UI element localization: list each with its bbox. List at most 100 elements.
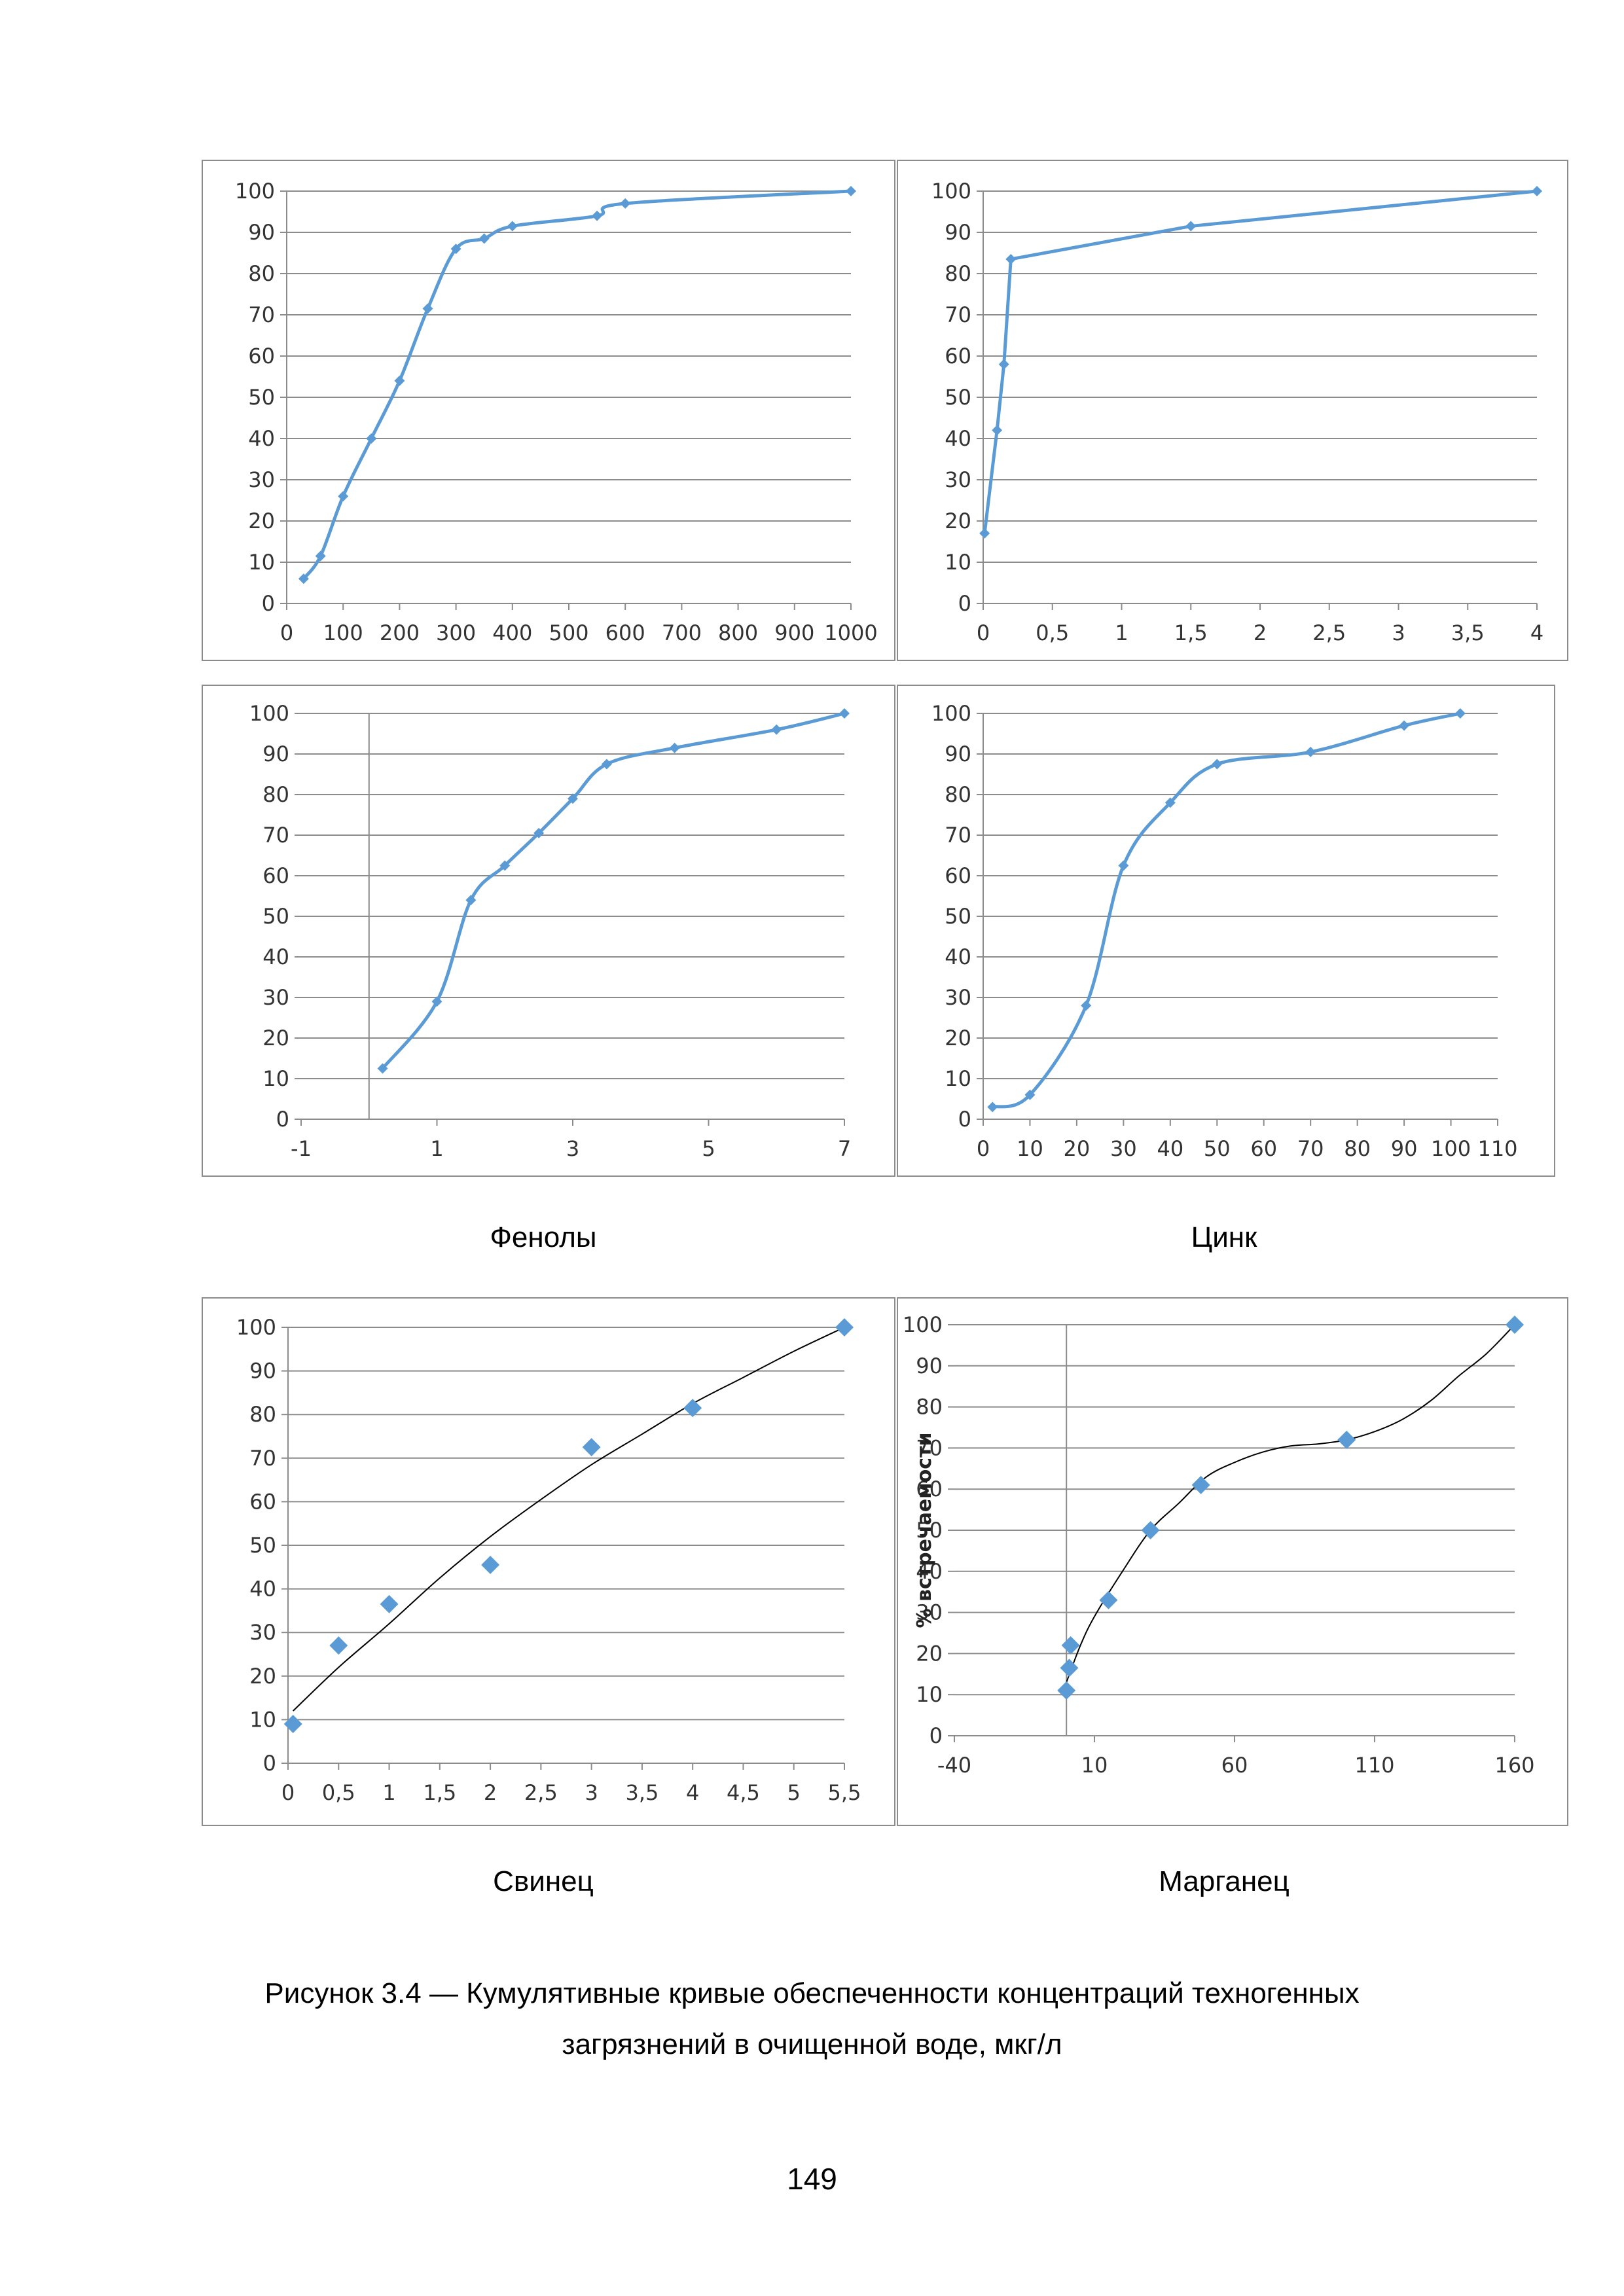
data-point [568,793,578,804]
y-tick-label: 0 [262,591,275,616]
y-tick-label: 40 [945,944,971,969]
x-tick-label: 3,5 [625,1780,659,1805]
chart-top-left: 0 10 20 30 40 50 60 70 80 90 100 0 100 200 300 400 500 60… [202,160,895,661]
x-tick-label: 30 [1110,1136,1137,1161]
y-tick-label: 30 [248,467,275,492]
y-tick-label: 20 [262,1026,289,1050]
data-point [431,996,442,1007]
figure-caption-line1: Рисунок 3.4 — Кумулятивные кривые обеспе… [264,1977,1360,2009]
data-point [338,491,349,502]
y-tick-label: 20 [945,1026,971,1050]
data-point [1454,708,1466,719]
x-tick-label: 3 [1392,620,1405,645]
data-point [846,186,856,196]
x-tick-label: 1000 [824,620,877,645]
y-tick-label: 20 [249,1664,276,1689]
data-point [1024,1089,1036,1100]
data-point [1191,1475,1210,1494]
y-tick-label: 60 [916,1477,943,1501]
data-point [1099,1590,1118,1609]
y-tick-label: 10 [945,550,971,575]
chart-fenoly-plot: 0 10 20 30 40 50 60 70 80 90 100 -1 1 3 5 7 [249,701,851,1161]
y-tick-label: 40 [248,426,275,451]
y-tick-label: 100 [235,179,275,204]
y-tick-label: 80 [945,261,971,286]
y-tick-label: 50 [945,904,971,929]
x-tick-label: 20 [1064,1136,1091,1161]
data-point [1061,1636,1080,1655]
y-tick-label: 40 [262,944,289,969]
y-tick-label: 0 [276,1107,289,1132]
x-tick-label: 3,5 [1451,620,1485,645]
y-tick-label: 100 [931,179,971,204]
x-tick-label: 7 [838,1136,851,1161]
y-tick-label: 10 [249,1707,276,1732]
trendline [1066,1324,1515,1683]
x-tick-label: 1 [430,1136,443,1161]
y-tick-label: 60 [248,344,275,368]
x-tick-label: 160 [1494,1753,1534,1778]
x-tick-label: 60 [1250,1136,1277,1161]
x-tick-label: 400 [492,620,532,645]
data-point [1060,1659,1079,1677]
y-tick-label: 30 [262,985,289,1010]
x-tick-label: 900 [774,620,814,645]
chart-svinets-plot: 0 10 20 30 40 50 60 70 80 90 100 0 0,5 1 1,5 2 2,5 3 3,5 4 4… [236,1315,861,1805]
page-number: 149 [787,2162,837,2196]
y-tick-label: 0 [929,1723,943,1748]
data-point [1141,1521,1160,1539]
data-point [298,573,309,584]
x-tick-label: 2 [484,1780,497,1805]
chart-top-right-plot: 0 10 20 30 40 50 60 70 80 90 100 0 0,5 1 1,5 2 2,5 3 3,5 4 [931,179,1543,645]
y-tick-label: 20 [248,509,275,533]
chart-fenoly: 0 10 20 30 40 50 60 70 80 90 100 -1 1 3 5 7 [202,685,895,1177]
y-tick-label: 90 [262,742,289,766]
y-tick-label: 60 [945,863,971,888]
y-tick-label: 50 [248,385,275,410]
x-tick-label: 0 [281,1780,295,1805]
x-tick-label: 1,5 [1174,620,1208,645]
y-tick-label: 70 [916,1435,943,1460]
x-tick-label: 800 [718,620,758,645]
data-point [1081,1000,1092,1011]
y-tick-label: 20 [945,509,971,533]
data-point [669,742,680,753]
x-tick-label: 5 [702,1136,715,1161]
x-tick-label: 90 [1391,1136,1418,1161]
data-point [582,1438,601,1457]
y-tick-label: 70 [248,302,275,327]
x-tick-label: -40 [937,1753,971,1778]
data-point [1185,221,1197,232]
x-tick-label: 300 [436,620,476,645]
x-tick-label: 5,5 [828,1780,861,1805]
data-point [315,550,326,562]
x-tick-label: 5 [787,1780,801,1805]
y-tick-label: 80 [262,782,289,807]
y-tick-label: 0 [958,591,971,616]
x-tick-label: 2,5 [524,1780,558,1805]
y-tick-label: 80 [916,1395,943,1420]
data-point [998,359,1009,370]
caption-fenoly: Фенолы [490,1221,597,1253]
x-tick-label: 0 [977,1136,990,1161]
y-tick-label: 40 [916,1559,943,1584]
data-point [839,708,850,719]
y-tick-label: 90 [916,1354,943,1378]
data-point [507,221,518,232]
data-point [478,233,490,244]
x-tick-label: 600 [605,620,645,645]
data-point [987,1102,998,1113]
data-point [499,860,511,871]
x-tick-label: 110 [1477,1136,1517,1161]
chart-tsink-plot: 0 10 20 30 40 50 60 70 80 90 100 0 10 20 30 40 50 60 70 80 9… [931,701,1518,1161]
y-tick-label: 0 [958,1107,971,1132]
series-line [983,189,1538,534]
data-point [394,375,405,386]
y-tick-label: 50 [916,1518,943,1543]
data-point [979,528,990,539]
y-tick-label: 70 [249,1446,276,1471]
data-point [1506,1316,1524,1334]
caption-tsink: Цинк [1191,1221,1257,1253]
y-tick-label: 70 [945,823,971,848]
